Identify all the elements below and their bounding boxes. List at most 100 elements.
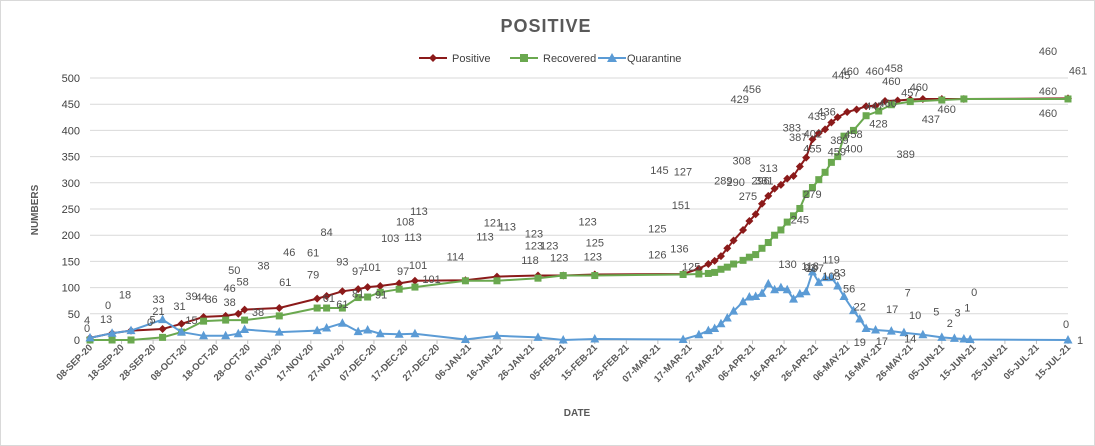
data-label: 4 [84, 315, 90, 327]
data-point [965, 334, 975, 343]
data-point [739, 225, 748, 234]
legend-item-recovered: Recovered [510, 53, 596, 65]
data-point [848, 305, 858, 315]
data-point [796, 204, 804, 212]
y-tick-label: 200 [62, 230, 80, 242]
data-label: 460 [878, 98, 896, 110]
data-label: 0 [147, 317, 153, 329]
data-label: 461 [1069, 65, 1087, 77]
data-label: 33 [152, 294, 164, 306]
legend-item-positive: Positive [419, 53, 491, 65]
data-point [839, 291, 849, 301]
data-point [108, 336, 116, 344]
data-label: 38 [257, 261, 269, 273]
data-point [723, 263, 731, 271]
data-point [221, 330, 231, 340]
data-label: 119 [822, 255, 840, 267]
data-point [757, 288, 767, 297]
data-label: 125 [682, 262, 700, 274]
data-point [159, 333, 167, 341]
data-point [337, 318, 347, 327]
data-label: 145 [650, 165, 668, 177]
data-label: 107 [806, 263, 824, 275]
data-point [353, 326, 363, 336]
data-point [200, 317, 208, 325]
data-point [158, 314, 168, 324]
data-point [827, 118, 836, 127]
data-point [744, 292, 754, 301]
data-point [493, 277, 501, 285]
data-label: 313 [759, 163, 777, 175]
data-point [717, 265, 725, 273]
data-label: 121 [484, 218, 502, 230]
data-label: 437 [922, 114, 940, 126]
data-point [862, 102, 871, 111]
data-label: 296 [751, 176, 769, 188]
data-label: 46 [224, 283, 236, 295]
data-point [126, 325, 136, 335]
data-label: 101 [422, 274, 440, 286]
data-label: 1 [964, 302, 970, 314]
data-point [312, 325, 322, 335]
data-label: 127 [674, 166, 692, 178]
data-label: 93 [804, 262, 816, 274]
data-point [722, 312, 732, 322]
data-point [275, 304, 284, 313]
data-label: 383 [783, 122, 801, 134]
data-label: 61 [323, 293, 335, 305]
data-label: 389 [830, 135, 848, 147]
data-point [363, 283, 372, 292]
data-point [861, 323, 871, 332]
y-tick-label: 350 [62, 152, 80, 164]
data-point [158, 324, 167, 333]
data-point [461, 277, 469, 285]
data-label: 97 [397, 266, 409, 278]
data-label: 459 [828, 146, 846, 158]
series-quarantine [85, 266, 1073, 344]
data-point [906, 98, 914, 106]
data-point [338, 304, 346, 312]
data-point [849, 126, 857, 134]
data-point [852, 105, 861, 114]
data-point [177, 319, 186, 328]
legend-label-recovered: Recovered [543, 53, 596, 65]
data-point [751, 210, 760, 219]
data-label: 460 [882, 76, 900, 88]
data-point [770, 184, 779, 193]
y-tick-label: 500 [62, 73, 80, 85]
data-point [826, 272, 836, 282]
data-label: 428 [869, 119, 887, 131]
legend-marker-positive [429, 54, 437, 62]
data-label: 39 [185, 291, 197, 303]
data-point [790, 212, 798, 220]
data-point [363, 325, 373, 334]
data-point [1064, 95, 1072, 103]
data-point [752, 251, 760, 259]
data-point [313, 304, 321, 312]
data-point [937, 332, 947, 341]
data-label: 389 [896, 149, 914, 161]
data-label: 275 [739, 191, 757, 203]
data-label: 14 [904, 334, 916, 346]
data-label: 136 [670, 244, 688, 256]
data-point [395, 279, 404, 288]
data-label: 22 [854, 301, 866, 313]
data-label: 123 [525, 241, 543, 253]
data-label: 113 [410, 206, 428, 218]
data-point [745, 217, 754, 226]
data-label: 0 [84, 323, 90, 335]
data-label: 125 [586, 238, 604, 250]
data-label: 125 [648, 224, 666, 236]
data-point [376, 282, 385, 291]
data-label: 123 [584, 252, 602, 264]
data-point [776, 180, 785, 189]
series-layer [85, 94, 1073, 344]
data-point [354, 285, 363, 294]
data-label: 5 [149, 314, 155, 326]
data-label: 38 [252, 307, 264, 319]
data-point [240, 305, 249, 314]
data-label: 460 [910, 82, 928, 94]
data-label: 84 [320, 227, 332, 239]
data-point [1063, 335, 1073, 344]
